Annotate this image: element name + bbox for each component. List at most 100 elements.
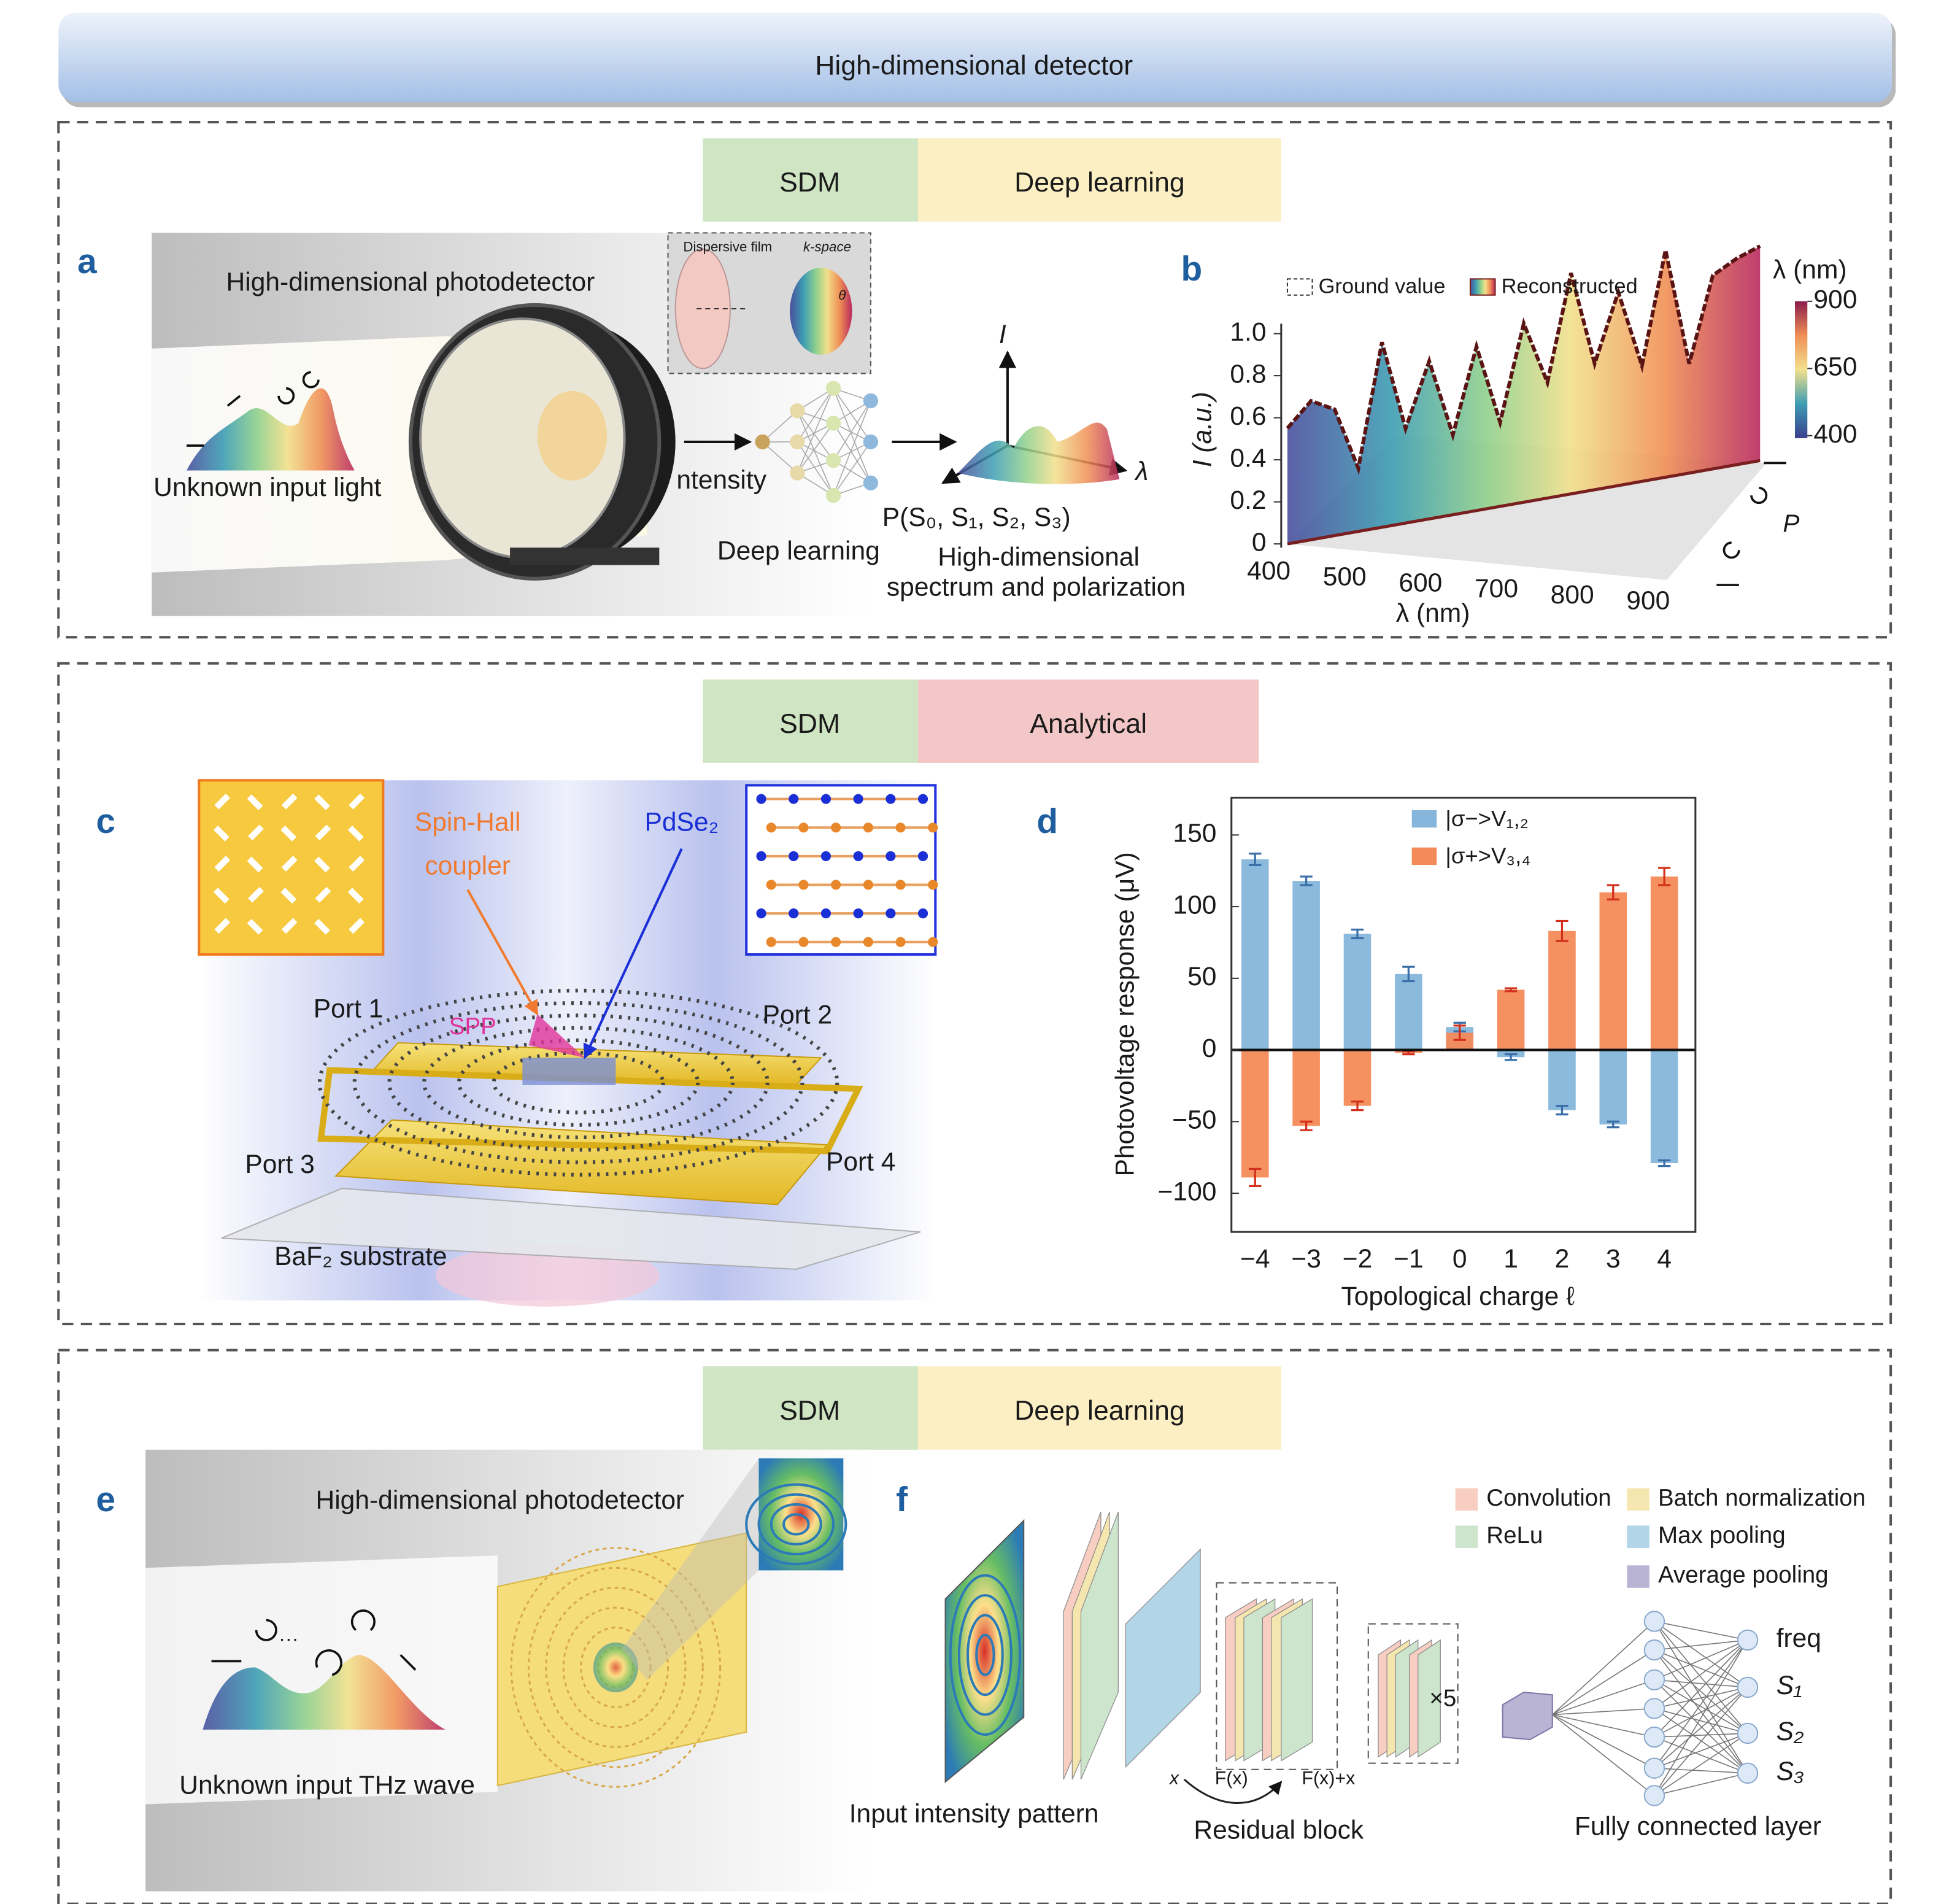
label: x	[1168, 1768, 1180, 1789]
tag-label: Deep learning	[1014, 168, 1185, 198]
fc-node	[1643, 1698, 1665, 1719]
nn-edge	[797, 388, 834, 443]
nn-edge	[797, 410, 834, 461]
tag	[703, 679, 918, 763]
slit	[247, 918, 263, 935]
bar	[1395, 973, 1422, 1050]
tag	[703, 1366, 918, 1450]
center-pattern	[593, 1643, 638, 1693]
label: k-space	[803, 239, 851, 255]
coupler-ring	[317, 988, 839, 1177]
atom	[928, 937, 938, 947]
tag-label: Deep learning	[1014, 1396, 1185, 1426]
x-tick-label: 4	[1657, 1244, 1672, 1274]
x-tick-label: −4	[1240, 1244, 1270, 1274]
atom	[831, 822, 841, 833]
atom	[928, 880, 938, 890]
x-tick-label: 400	[1247, 556, 1291, 586]
label: Port 1	[314, 994, 384, 1024]
fc-edge	[1552, 1708, 1654, 1716]
atom	[766, 880, 776, 890]
fc-edge	[1654, 1687, 1748, 1709]
x-tick-label: 600	[1399, 568, 1442, 597]
label: Unknown input THz wave	[179, 1770, 475, 1800]
x-tick-label: −1	[1394, 1244, 1424, 1274]
fc-edge	[1654, 1620, 1748, 1641]
fc-edge	[1552, 1679, 1655, 1716]
nn-edge	[762, 410, 798, 443]
fc-node	[1737, 1629, 1759, 1651]
gold-rail	[317, 1067, 863, 1155]
tag-label: SDM	[779, 709, 840, 739]
header-bar	[58, 12, 1892, 103]
spectrum-curve	[1286, 244, 1761, 475]
slit	[213, 888, 230, 904]
atom	[798, 822, 809, 833]
layer-sheet	[1418, 1639, 1441, 1758]
fc-edge	[1654, 1687, 1748, 1796]
tag	[917, 679, 1259, 763]
figure-layer: High-dimensional detector SDM Deep learnin…	[57, 12, 1896, 1904]
atom	[853, 908, 863, 919]
nn-node	[825, 416, 841, 431]
panel-letter: e	[96, 1480, 116, 1519]
panel-letter: b	[1181, 250, 1203, 288]
y-tick-label: 0.6	[1230, 401, 1266, 431]
fc-edge	[1552, 1649, 1655, 1716]
error-bar	[1504, 1053, 1518, 1061]
label: Port 4	[826, 1147, 896, 1177]
fc-edge	[1654, 1687, 1748, 1738]
atom	[820, 851, 831, 862]
atom	[895, 937, 906, 947]
label: θ	[838, 288, 846, 303]
y-tick-label: −100	[1158, 1177, 1217, 1206]
atom	[756, 908, 766, 919]
legend-label: Max pooling	[1658, 1522, 1786, 1549]
coupler-ring	[492, 1051, 665, 1115]
slit	[347, 888, 364, 904]
fc-edge	[1654, 1639, 1748, 1681]
y-tick-label: 100	[1173, 890, 1216, 919]
spectrum-area	[1287, 246, 1761, 544]
film	[674, 248, 731, 370]
legend-swatch	[1627, 1525, 1649, 1548]
label: ×5	[1429, 1685, 1456, 1711]
label: Deep learning	[717, 536, 880, 566]
atom	[853, 794, 863, 804]
legend-swatch	[1469, 278, 1496, 296]
label: High-dimensional	[938, 543, 1140, 572]
y-tick-label: 0.8	[1230, 359, 1266, 389]
colorbar	[1795, 301, 1808, 438]
atom	[863, 822, 873, 833]
layer-sheet	[1125, 1548, 1201, 1768]
spectrum-shape	[187, 388, 355, 471]
ring	[562, 1606, 669, 1728]
fc-node	[1737, 1676, 1759, 1698]
label: Topological charge ℓ	[1341, 1282, 1575, 1311]
nn-node	[755, 434, 770, 450]
atom	[853, 851, 863, 862]
arrow	[583, 848, 683, 1059]
atom	[820, 908, 831, 919]
atom	[798, 937, 809, 947]
nn-edge	[797, 388, 834, 473]
fc-node	[1643, 1639, 1665, 1661]
atom	[831, 937, 841, 947]
fc-edge	[1654, 1620, 1748, 1688]
bar	[1292, 1050, 1320, 1126]
pattern-ring	[966, 1614, 1004, 1697]
label: Ground value	[1319, 275, 1446, 298]
atom	[820, 794, 831, 804]
ring	[510, 1547, 722, 1788]
label: λ (nm)	[1396, 598, 1470, 628]
slit	[349, 793, 365, 810]
output-label: S₃	[1777, 1757, 1804, 1786]
arrow	[466, 889, 539, 1016]
bar	[1292, 881, 1320, 1050]
error-bar	[1607, 884, 1619, 901]
y-tick-label: 0	[1252, 527, 1267, 557]
atom	[885, 908, 896, 919]
nn-node	[790, 403, 805, 419]
fc-node	[1643, 1726, 1665, 1748]
